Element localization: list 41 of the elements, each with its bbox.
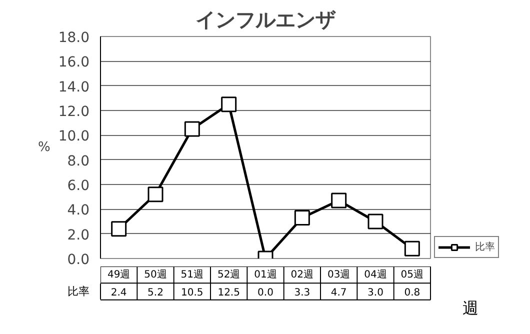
x-tick-label: 52週 bbox=[217, 269, 240, 280]
y-tick-label: 16.0 bbox=[58, 54, 90, 71]
point bbox=[294, 210, 310, 226]
x-tick-label: 51週 bbox=[180, 269, 204, 280]
y-tick-label: 2.0 bbox=[67, 227, 90, 244]
data-label: 5.2 bbox=[148, 288, 164, 298]
data-label: 3.3 bbox=[294, 288, 310, 298]
y-axis-title: % bbox=[38, 140, 50, 155]
y-tick-label: 18.0 bbox=[58, 30, 90, 46]
y-tick-label: 0.0 bbox=[67, 252, 90, 268]
data-label: 3.0 bbox=[368, 288, 384, 298]
point bbox=[184, 121, 200, 137]
x-tick-label: 04週 bbox=[364, 269, 387, 280]
data-label: 4.7 bbox=[330, 288, 347, 298]
point bbox=[331, 192, 347, 208]
y-tick-label: 6.0 bbox=[67, 178, 90, 194]
x-tick-label: 02週 bbox=[290, 269, 314, 280]
data-label: 12.5 bbox=[218, 288, 240, 298]
text: 比率 bbox=[68, 285, 90, 298]
point bbox=[404, 240, 420, 256]
data-label: 2.4 bbox=[110, 288, 127, 298]
point bbox=[221, 96, 237, 112]
y-tick-label: 4.0 bbox=[67, 202, 90, 219]
x-tick-label: 01週 bbox=[254, 269, 277, 280]
x-tick-label: 03週 bbox=[327, 269, 350, 280]
point bbox=[148, 186, 164, 202]
x-tick-label: 49週 bbox=[107, 269, 130, 280]
x-tick-label: 50週 bbox=[144, 269, 167, 280]
y-tick-label: 14.0 bbox=[58, 79, 90, 96]
data-label: 0.0 bbox=[258, 288, 274, 298]
y-tick-label: 12.0 bbox=[58, 104, 90, 120]
x-tick-label: 05週 bbox=[400, 269, 424, 280]
legend-label: 比率 bbox=[475, 240, 495, 254]
point bbox=[111, 221, 127, 237]
chart-title: インフルエンザ bbox=[196, 8, 336, 32]
x-axis-title: 週 bbox=[462, 298, 478, 318]
data-label: 0.8 bbox=[404, 288, 420, 298]
point bbox=[368, 214, 384, 230]
data-label: 10.5 bbox=[181, 288, 204, 298]
y-tick-label: 8.0 bbox=[67, 153, 90, 170]
y-tick-label: 10.0 bbox=[58, 128, 90, 145]
